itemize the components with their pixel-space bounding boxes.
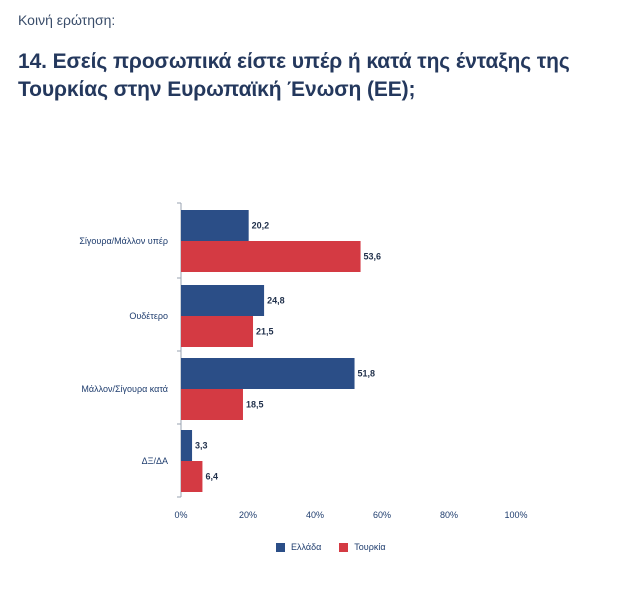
legend-swatch-turkey — [339, 542, 349, 552]
category-label: Σίγουρα/Μάλλον υπέρ — [79, 236, 168, 246]
data-label: 21,5 — [256, 327, 274, 337]
bar-greece — [181, 430, 193, 461]
x-tick-label: 40% — [306, 510, 324, 520]
x-tick-label: 80% — [440, 510, 458, 520]
x-tick-label: 60% — [373, 510, 391, 520]
category-label: Ουδέτερο — [129, 311, 168, 321]
bar-turkey — [181, 316, 254, 347]
bar-turkey — [181, 389, 243, 420]
category-label: Μάλλον/Σίγουρα κατά — [81, 384, 168, 394]
data-label: 24,8 — [267, 296, 285, 306]
chart-title: 14. Εσείς προσωπικά είστε υπέρ ή κατά τη… — [18, 50, 570, 101]
data-label: 20,2 — [252, 221, 270, 231]
data-label: 51,8 — [358, 369, 376, 379]
bar-greece — [181, 210, 249, 241]
data-label: 18,5 — [246, 400, 264, 410]
data-label: 53,6 — [364, 252, 382, 262]
legend-swatch-greece — [276, 542, 285, 552]
x-tick-label: 20% — [239, 510, 257, 520]
legend-label-greece: Ελλάδα — [291, 542, 322, 552]
legend: Ελλάδα Τουρκία — [276, 542, 386, 552]
legend-item-turkey: Τουρκία — [339, 542, 386, 552]
data-label: 3,3 — [195, 441, 208, 451]
bar-greece — [181, 358, 355, 389]
legend-item-greece: Ελλάδα — [276, 542, 321, 552]
x-tick-label: 0% — [174, 510, 187, 520]
legend-label-turkey: Τουρκία — [354, 542, 386, 552]
x-tick-label: 100% — [504, 510, 527, 520]
data-label: 6,4 — [205, 472, 218, 482]
bar-greece — [181, 285, 265, 316]
bar-turkey — [181, 241, 361, 272]
category-label: ΔΞ/ΔΑ — [142, 456, 168, 466]
kicker: Κοινή ερώτηση: — [18, 12, 116, 28]
bar-turkey — [181, 461, 203, 492]
